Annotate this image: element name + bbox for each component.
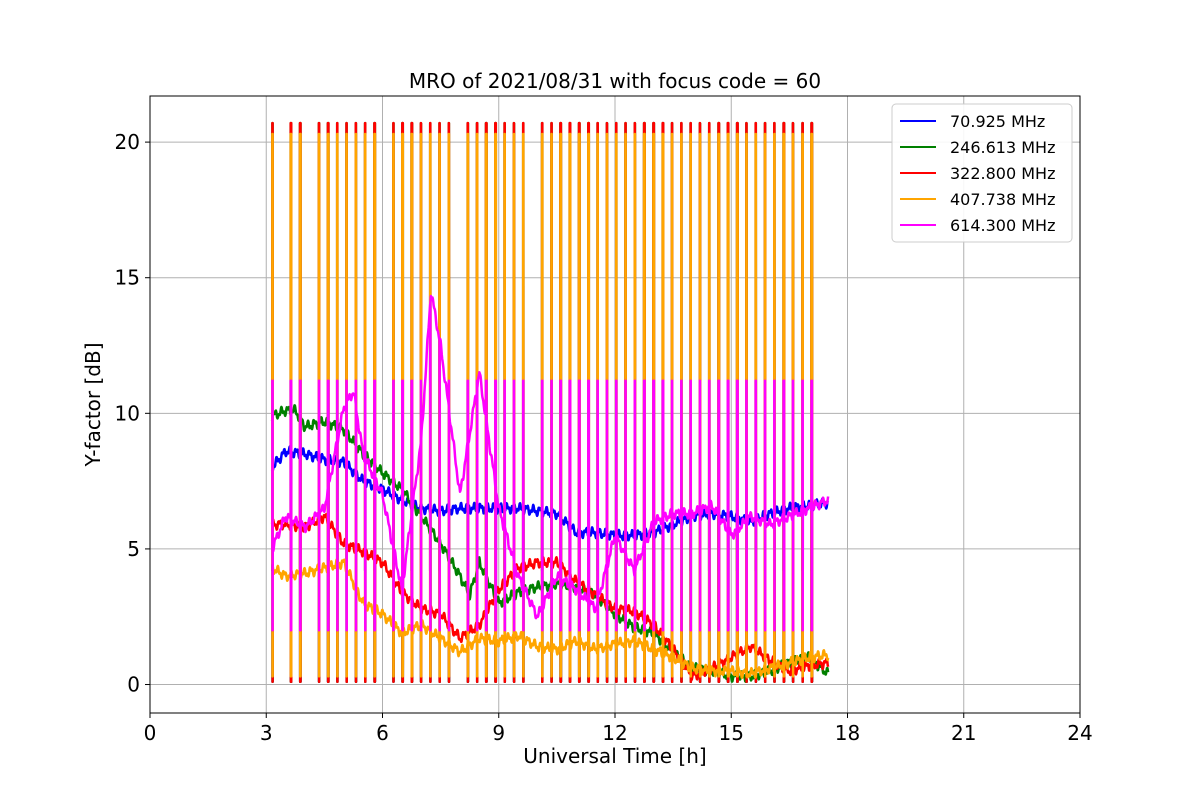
y-tick-label: 5: [127, 537, 140, 561]
legend-label: 246.613 MHz: [950, 138, 1055, 157]
axis-ticks: 0 3 6 9 12 15 18 21 24 0 5 10 15 20: [115, 130, 1093, 745]
y-tick-label: 20: [115, 130, 140, 154]
legend-label: 614.300 MHz: [950, 216, 1055, 235]
x-tick-label: 0: [144, 721, 157, 745]
x-tick-label: 24: [1067, 721, 1092, 745]
y-axis-label: Y-factor [dB]: [81, 342, 105, 467]
legend: 70.925 MHz 246.613 MHz 322.800 MHz 407.738 …: [891, 103, 1073, 243]
x-tick-label: 3: [260, 721, 273, 745]
x-tick-label: 21: [951, 721, 976, 745]
x-tick-label: 12: [602, 721, 627, 745]
series-line: [270, 294, 830, 632]
x-tick-label: 9: [492, 721, 505, 745]
legend-label: 70.925 MHz: [950, 112, 1045, 131]
legend-label: 322.800 MHz: [950, 164, 1055, 183]
y-tick-label: 10: [115, 401, 140, 425]
legend-box: [891, 103, 1073, 243]
y-tick-label: 15: [115, 266, 140, 290]
x-tick-label: 18: [835, 721, 860, 745]
chart-title: MRO of 2021/08/31 with focus code = 60: [409, 69, 821, 93]
x-tick-label: 15: [719, 721, 744, 745]
x-tick-label: 6: [376, 721, 389, 745]
y-tick-label: 0: [127, 673, 140, 697]
legend-label: 407.738 MHz: [950, 190, 1055, 209]
x-axis-label: Universal Time [h]: [523, 744, 706, 768]
plot-lines: [270, 121, 830, 684]
